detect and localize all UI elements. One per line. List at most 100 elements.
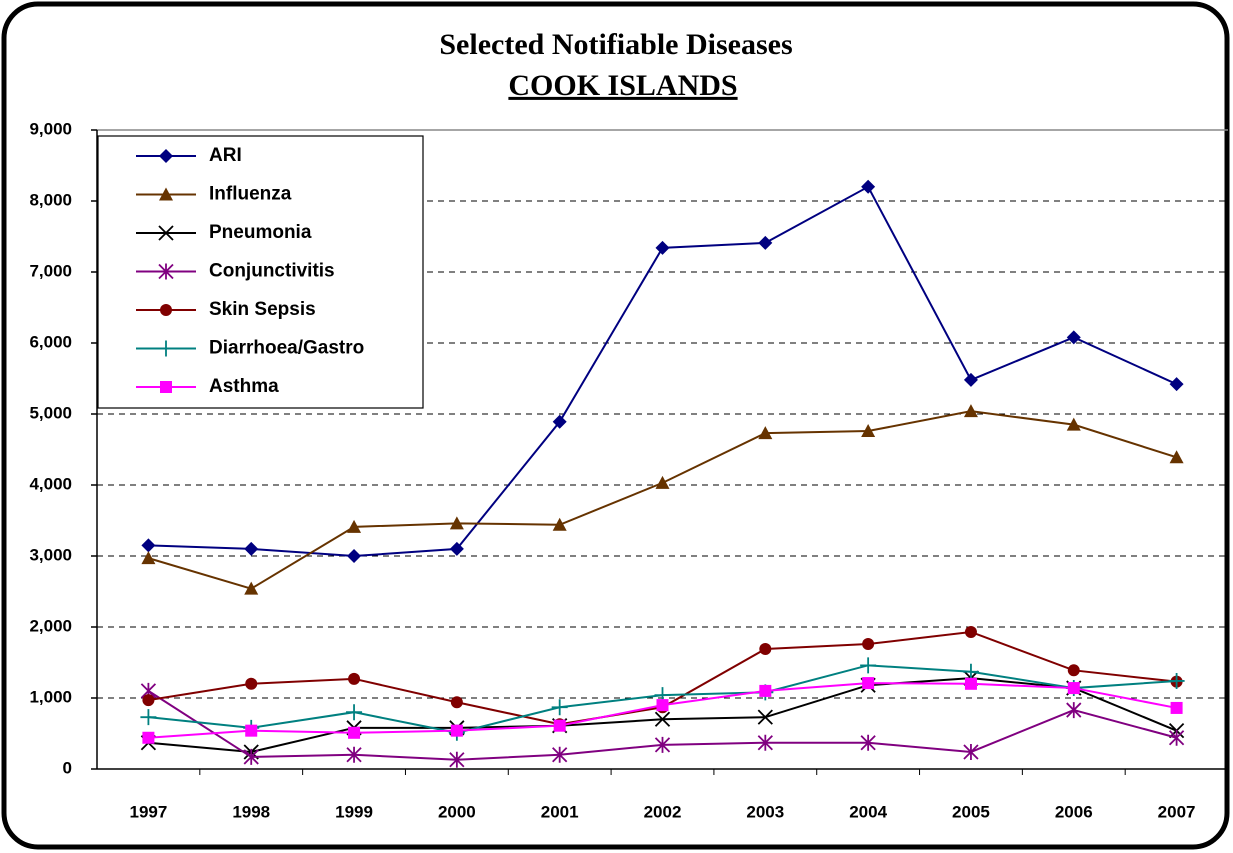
marker [655,475,670,489]
marker [140,709,157,726]
y-tick-label: 6,000 [29,332,72,351]
marker-shape [1168,729,1185,746]
marker [160,381,172,393]
marker-shape [158,340,174,357]
marker [654,711,671,727]
legend-label: Pneumonia [209,222,312,243]
marker-shape [962,663,979,680]
chart-subtitle: COOK ISLANDS [508,69,737,102]
marker-shape [140,709,157,726]
marker-shape [551,699,568,716]
marker-shape [1066,702,1082,719]
marker [245,677,258,690]
marker [348,726,361,739]
chart-title: Selected Notifiable Diseases [439,28,792,61]
legend-item: Conjunctivitis [136,261,335,282]
marker [963,372,978,387]
marker [449,516,464,530]
marker-shape [654,711,671,727]
marker [1169,450,1184,464]
marker [347,519,362,533]
marker-shape [159,187,173,201]
marker-shape [450,724,463,737]
marker-shape [964,677,977,690]
marker-shape [862,638,875,651]
marker-shape [1169,450,1184,464]
x-tick-label: 2005 [952,802,990,821]
marker-shape [449,541,464,556]
marker-shape [1168,672,1185,689]
marker [552,517,567,531]
legend-label: Asthma [209,376,279,397]
marker [158,263,174,280]
marker-shape [1066,330,1081,345]
marker-shape [758,235,773,250]
marker [553,719,566,732]
marker-shape [346,746,362,763]
marker [244,581,259,595]
marker [655,240,670,255]
marker-shape [347,549,362,563]
marker-shape [158,263,174,280]
marker-shape [449,751,465,768]
marker-shape [759,643,772,656]
x-tick-label: 1997 [129,802,167,821]
marker [656,699,669,712]
marker [1170,701,1183,714]
marker [1067,664,1080,677]
x-tick-label: 2002 [644,802,682,821]
marker [141,538,156,553]
marker [1066,417,1081,431]
marker-shape [245,677,258,690]
marker-shape [1170,701,1183,714]
marker-shape [862,677,875,690]
marker [159,187,173,201]
legend-item: Diarrhoea/Gastro [136,338,364,359]
x-tick-label: 2006 [1055,802,1093,821]
y-tick-label: 0 [63,758,72,777]
legend-label: Diarrhoea/Gastro [209,338,364,359]
marker-shape [860,734,876,751]
marker [244,541,259,556]
marker [348,672,361,685]
y-tick-label: 2,000 [29,616,72,635]
legend-label: Skin Sepsis [209,299,316,320]
marker-shape [347,519,362,533]
x-tick-label: 2004 [849,802,887,821]
marker-shape [963,743,979,760]
marker-shape [656,699,669,712]
marker-shape [346,704,363,721]
x-tick-label: 2003 [746,802,784,821]
marker [552,746,568,763]
marker-shape [552,414,567,429]
marker [759,643,772,656]
y-tick-label: 4,000 [29,474,72,493]
marker [860,657,877,674]
y-tick-label: 8,000 [29,190,72,209]
marker-shape [655,240,670,255]
marker-shape [244,581,259,595]
legend-item: Pneumonia [136,222,312,243]
x-tick-label: 1999 [335,802,373,821]
marker [759,684,772,697]
marker-shape [1066,417,1081,431]
marker [1066,330,1081,345]
marker [551,699,568,716]
marker [450,724,463,737]
marker-shape [759,684,772,697]
marker [141,551,156,565]
marker [862,638,875,651]
x-tick-label: 2001 [541,802,579,821]
marker [158,225,174,241]
marker [757,734,773,751]
y-tick-label: 5,000 [29,403,72,422]
marker-shape [449,516,464,530]
marker [245,724,258,737]
marker-shape [860,657,877,674]
marker-shape [1067,664,1080,677]
marker-shape [1067,682,1080,695]
marker [654,736,671,753]
marker [860,734,876,751]
marker-shape [552,517,567,531]
